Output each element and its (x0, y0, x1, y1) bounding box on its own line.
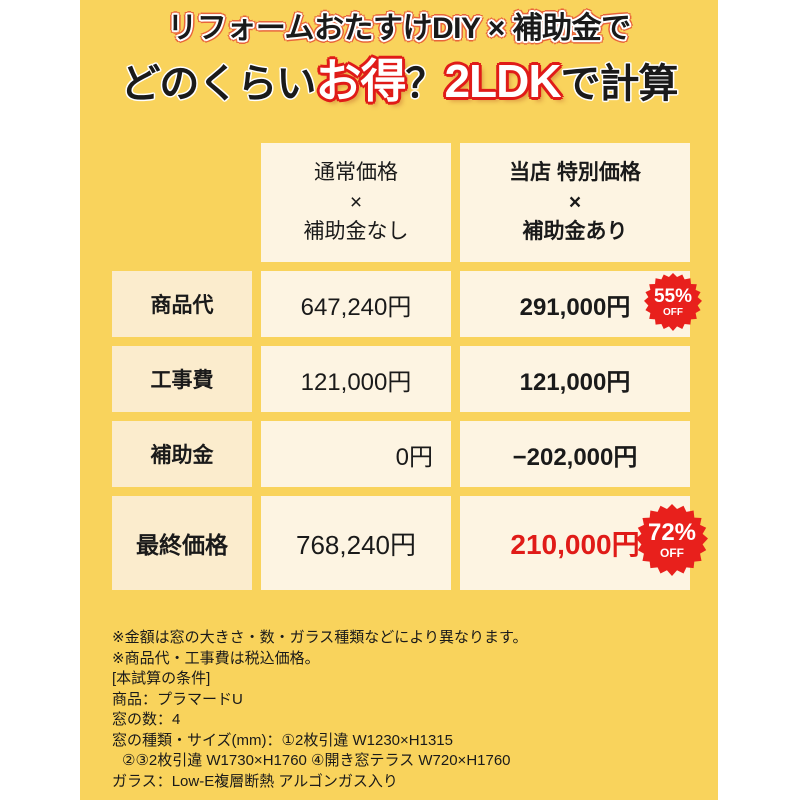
discount-badge-72: 72% OFF (636, 504, 708, 576)
row-special-subsidy: −202,000円 (460, 421, 690, 487)
discount-badge-55: 55% OFF (644, 273, 702, 331)
row-special-construction-cost: 121,000円 (460, 346, 690, 412)
footnotes-block: ※金額は窓の大きさ・数・ガラス種類などにより異なります。 ※商品代・工事費は税込… (112, 628, 712, 792)
footnote-line-7: ②③2枚引違 W1730×H1760 ④開き窓テラス W720×H1760 (122, 752, 511, 769)
header-special-line2: × (568, 190, 582, 214)
discount-badge-72-off: OFF (660, 546, 684, 560)
headline-2ldk-text: 2LDK (444, 55, 561, 107)
price-comparison-table: 通常価格 × 補助金なし 当店 特別価格 × 補助金あり 商品代 647,240… (112, 143, 708, 599)
header-label-cell (112, 143, 252, 262)
row-special-final-price: 210,000円 72% OFF (460, 496, 708, 590)
headline-line-1: リフォームおたすけDIY × 補助金で (80, 6, 718, 52)
header-normal-price-cell: 通常価格 × 補助金なし (261, 143, 451, 262)
headline-suffix-text: で計算 (560, 62, 679, 106)
header-special-line1: 当店 特別価格 (509, 160, 641, 184)
footnote-line-5: 窓の数：4 (112, 711, 181, 728)
row-label-final-price: 最終価格 (112, 496, 252, 590)
table-row: 商品代 647,240円 291,000円 55% OFF (112, 271, 702, 337)
discount-badge-55-off: OFF (663, 306, 683, 318)
footnote-line-8: ガラス：Low-E複層断熱 アルゴンガス入り (112, 772, 398, 790)
discount-badge-72-percent: 72% (647, 519, 697, 546)
row-normal-construction-cost: 121,000円 (261, 346, 451, 412)
row-normal-final-price: 768,240円 (261, 496, 451, 590)
headline-block: リフォームおたすけDIY × 補助金で どのくらいお得？2LDKで計算 (80, 6, 718, 111)
yellow-panel: リフォームおたすけDIY × 補助金で どのくらいお得？2LDKで計算 通常価格… (80, 0, 718, 800)
row-label-construction-cost: 工事費 (112, 346, 252, 412)
headline-question-mark: ？ (405, 62, 445, 106)
headline-line-1-text: リフォームおたすけDIY × 補助金で (167, 12, 631, 45)
row-special-final-price-value: 210,000円 (510, 529, 640, 560)
footnote-line-3: [本試算の条件] (112, 670, 211, 687)
footnote-line-6: 窓の種類・サイズ(mm)：①2枚引違 W1230×H1315 (112, 731, 453, 749)
headline-prefix-text: どのくらい (120, 62, 316, 106)
header-special-price-cell: 当店 特別価格 × 補助金あり (460, 143, 690, 262)
row-normal-product-cost: 647,240円 (261, 271, 451, 337)
row-label-subsidy: 補助金 (112, 421, 252, 487)
table-row: 最終価格 768,240円 210,000円 72% OFF (112, 496, 708, 590)
discount-badge-55-percent: 55% (653, 285, 693, 307)
header-special-line3: 補助金あり (522, 220, 628, 244)
row-normal-subsidy: 0円 (261, 421, 451, 487)
header-normal-line1: 通常価格 (314, 160, 398, 184)
row-label-product-cost: 商品代 (112, 271, 252, 337)
header-normal-line3: 補助金なし (303, 220, 409, 244)
header-normal-line2: × (349, 190, 363, 214)
row-special-product-cost: 291,000円 55% OFF (460, 271, 702, 337)
row-special-product-cost-value: 291,000円 (519, 293, 631, 321)
headline-otoku-text: お得 (315, 55, 406, 107)
footnote-line-1: ※金額は窓の大きさ・数・ガラス種類などにより異なります。 (112, 629, 528, 646)
table-row: 工事費 121,000円 121,000円 (112, 346, 690, 412)
footnote-line-4: 商品：プラマードU (112, 690, 243, 708)
headline-line-2: どのくらいお得？2LDKで計算 (80, 54, 718, 111)
footnote-line-2: ※商品代・工事費は税込価格。 (112, 649, 320, 667)
table-row: 補助金 0円 −202,000円 (112, 421, 690, 487)
table-header-row: 通常価格 × 補助金なし 当店 特別価格 × 補助金あり (112, 143, 690, 262)
